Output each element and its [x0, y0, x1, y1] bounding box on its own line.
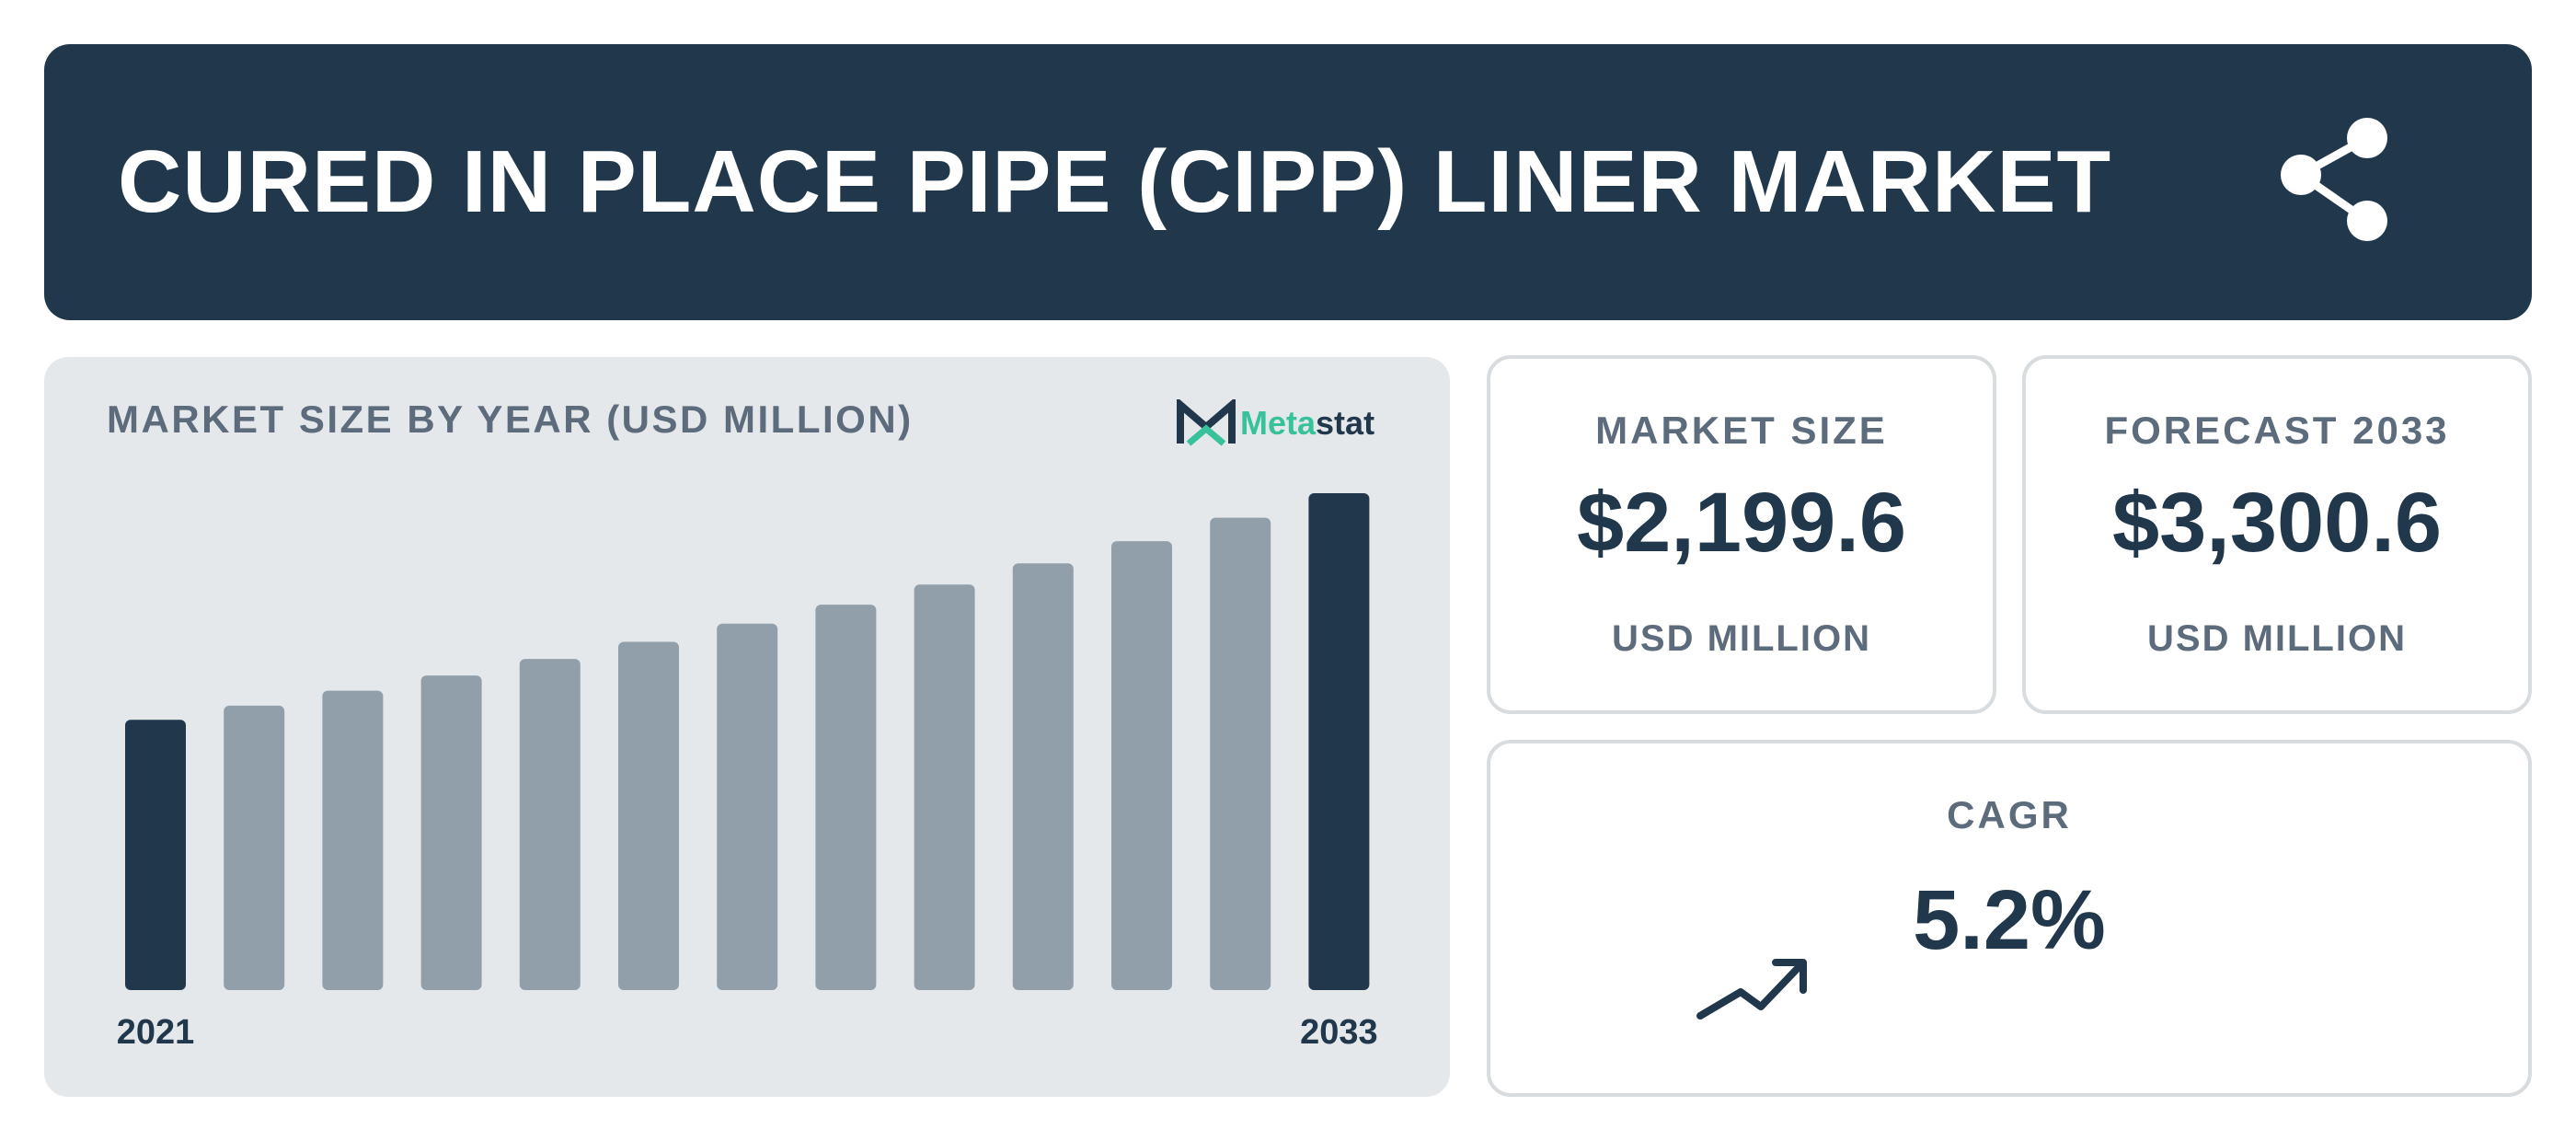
cagr-label: CAGR [1947, 793, 2072, 836]
market-size-value: $2,199.6 [1576, 476, 1907, 570]
bar-2033 [1308, 493, 1370, 990]
bar-2025 [519, 659, 581, 990]
bar-2021 [125, 720, 186, 990]
bar-2031 [1111, 541, 1172, 990]
page-title: CURED IN PLACE PIPE (CIPP) LINER MARKET [118, 133, 2112, 231]
header-banner: CURED IN PLACE PIPE (CIPP) LINER MARKET [44, 44, 2532, 320]
bar-2029 [914, 584, 975, 990]
bar-chart: 2021 2033 [117, 493, 1378, 1052]
metastat-logo-icon [1177, 399, 1236, 446]
bar-2027 [717, 623, 778, 990]
bar-2023 [322, 690, 384, 990]
metastat-logo: Metastat [1176, 396, 1374, 451]
market-size-label: MARKET SIZE [1595, 409, 1888, 452]
bar-2024 [420, 675, 482, 990]
forecast-card: FORECAST 2033 $3,300.6 USD MILLION [2022, 355, 2532, 714]
forecast-unit: USD MILLION [2147, 618, 2407, 659]
bar-2030 [1012, 563, 1074, 990]
bar-2022 [224, 705, 285, 990]
chart-title: MARKET SIZE BY YEAR (USD MILLION) [107, 398, 914, 441]
brand-name: Metastat [1240, 404, 1375, 442]
share-icon[interactable] [2275, 118, 2404, 247]
forecast-label: FORECAST 2033 [2104, 409, 2450, 452]
cagr-card: CAGR 5.2% [1487, 740, 2532, 1097]
trend-up-icon [1696, 959, 1807, 1020]
market-size-unit: USD MILLION [1612, 618, 1871, 659]
forecast-value: $3,300.6 [2111, 476, 2443, 570]
market-size-card: MARKET SIZE $2,199.6 USD MILLION [1487, 355, 1996, 714]
bar-2028 [815, 605, 877, 990]
x-tick-label-2021: 2021 [117, 1013, 195, 1052]
x-tick-label-2033: 2033 [1300, 1013, 1378, 1052]
bar-2026 [618, 641, 679, 990]
market-size-chart-card: MARKET SIZE BY YEAR (USD MILLION) Metast… [44, 357, 1450, 1097]
cagr-value: 5.2% [1913, 873, 2106, 967]
bar-2032 [1210, 517, 1271, 990]
